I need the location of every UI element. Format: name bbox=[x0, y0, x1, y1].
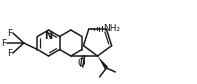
Text: NH₂: NH₂ bbox=[103, 24, 120, 33]
Text: N: N bbox=[45, 31, 53, 41]
Text: F: F bbox=[7, 48, 12, 58]
Text: O: O bbox=[78, 58, 85, 68]
Text: F: F bbox=[1, 38, 6, 47]
Text: F: F bbox=[7, 28, 12, 37]
Polygon shape bbox=[98, 56, 108, 69]
